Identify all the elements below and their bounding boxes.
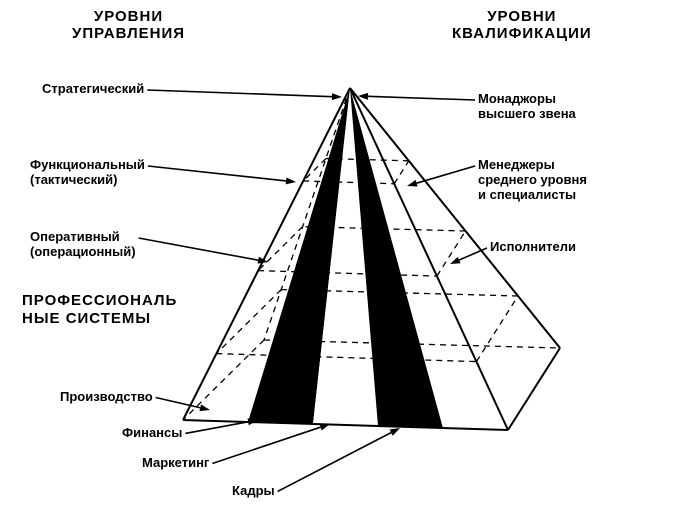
label-operational-l1: (операционный)	[30, 244, 136, 259]
label-executors-l0: Исполнители	[490, 239, 576, 254]
label-operational-l0: Оперативный	[30, 229, 120, 244]
label-marketing: Маркетинг	[142, 456, 209, 471]
label-mid_mgrs-l1: среднего уровня	[478, 172, 587, 187]
header-right: УРОВНИКВАЛИФИКАЦИИ	[452, 8, 592, 43]
label-production: Производство	[60, 390, 153, 405]
label-strategic: Стратегический	[42, 82, 144, 97]
label-functional-l1: (тактический)	[30, 172, 117, 187]
section-l2: НЫЕ СИСТЕМЫ	[22, 310, 151, 327]
label-strategic-l0: Стратегический	[42, 81, 144, 96]
header-right-l2: КВАЛИФИКАЦИИ	[452, 25, 592, 42]
label-operational: Оперативный(операционный)	[30, 230, 136, 260]
section-l1: ПРОФЕССИОНАЛЬ	[22, 292, 177, 309]
section-label: ПРОФЕССИОНАЛЬНЫЕ СИСТЕМЫ	[22, 292, 177, 328]
label-hr: Кадры	[232, 484, 275, 499]
header-right-l1: УРОВНИ	[487, 8, 556, 25]
label-mid_mgrs-l2: и специалисты	[478, 187, 576, 202]
label-executors: Исполнители	[490, 240, 576, 255]
label-mid_mgrs: Менеджерысреднего уровняи специалисты	[478, 158, 587, 203]
label-top_mgrs: Монаджорывысшего звена	[478, 92, 576, 122]
label-top_mgrs-l0: Монаджоры	[478, 91, 556, 106]
label-finance: Финансы	[122, 426, 182, 441]
header-left-l1: УРОВНИ	[94, 8, 163, 25]
label-finance-t: Финансы	[122, 425, 182, 440]
label-functional: Функциональный(тактический)	[30, 158, 145, 188]
label-functional-l0: Функциональный	[30, 157, 145, 172]
label-hr-t: Кадры	[232, 483, 275, 498]
label-marketing-t: Маркетинг	[142, 455, 209, 470]
header-left-l2: УПРАВЛЕНИЯ	[72, 25, 185, 42]
label-production-t: Производство	[60, 389, 153, 404]
label-mid_mgrs-l0: Менеджеры	[478, 157, 555, 172]
label-top_mgrs-l1: высшего звена	[478, 106, 576, 121]
header-left: УРОВНИУПРАВЛЕНИЯ	[72, 8, 185, 43]
